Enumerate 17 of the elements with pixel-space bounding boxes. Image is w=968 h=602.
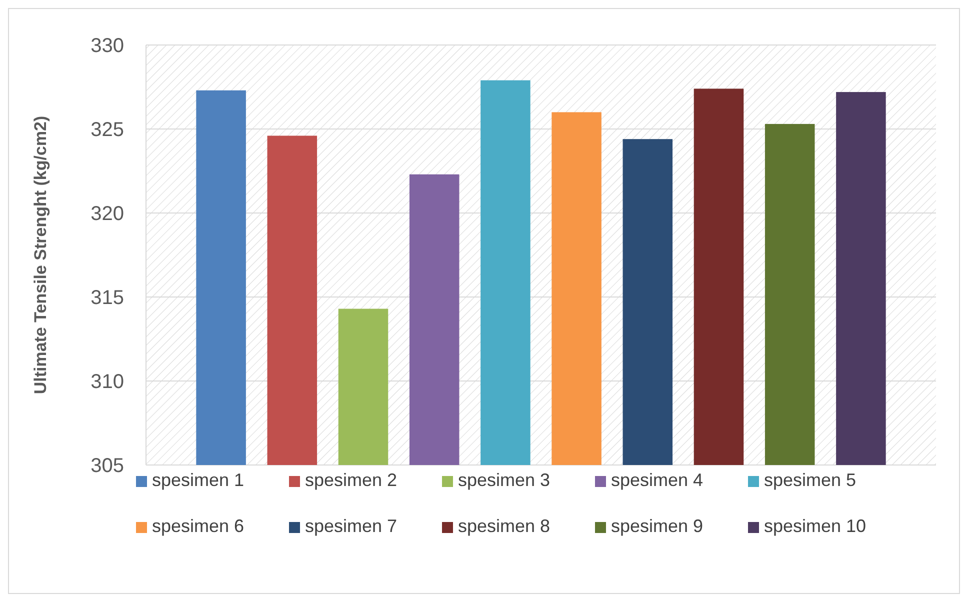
legend-label: spesimen 5 <box>764 470 856 490</box>
legend-label: spesimen 2 <box>305 470 398 490</box>
legend-label: spesimen 4 <box>611 470 704 490</box>
legend-label: spesimen 10 <box>764 516 866 536</box>
y-tick-label: 305 <box>90 455 124 477</box>
y-axis-title: Ultimate Tensile Strenght (kg/cm2) <box>31 116 50 394</box>
y-tick-label: 330 <box>90 35 124 57</box>
y-tick-label: 310 <box>90 371 124 393</box>
legend-label: spesimen 8 <box>458 516 550 536</box>
y-tick-label: 315 <box>90 287 124 309</box>
legend-label: spesimen 6 <box>152 516 244 536</box>
legend-label: spesimen 3 <box>458 470 550 490</box>
y-tick-label: 325 <box>90 119 124 141</box>
legend-label: spesimen 1 <box>152 470 244 490</box>
y-tick-label: 320 <box>90 203 124 225</box>
legend-label: spesimen 9 <box>611 516 704 536</box>
legend-label: spesimen 7 <box>305 516 398 536</box>
